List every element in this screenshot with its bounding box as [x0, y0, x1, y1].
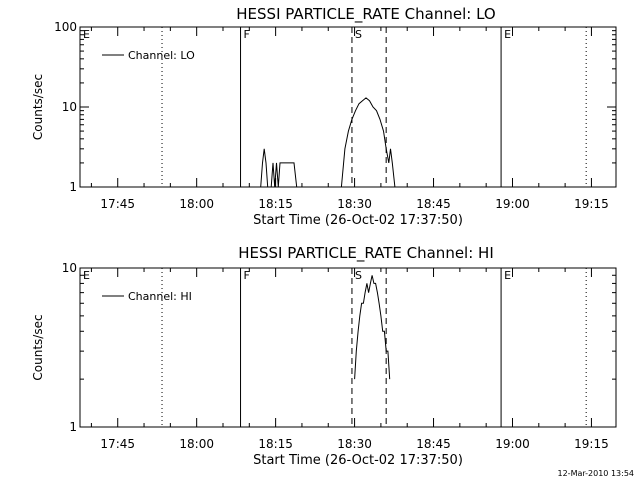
x-tick-label: 18:00 — [179, 197, 214, 211]
footer-timestamp: 12-Mar-2010 13:54 — [557, 469, 635, 478]
x-tick-label: 18:45 — [416, 197, 451, 211]
y-minor-ticks — [80, 30, 616, 164]
x-tick-label: 18:30 — [337, 437, 372, 451]
x-axis-label: Start Time (26-Oct-02 17:37:50) — [253, 453, 463, 468]
y-minor-ticks — [80, 274, 616, 380]
event-marker-label: S — [355, 28, 362, 41]
x-tick-label: 17:45 — [100, 197, 135, 211]
event-marker-label: S — [355, 269, 362, 282]
x-tick-label: 18:30 — [337, 197, 372, 211]
chart-panel-hi: HESSI PARTICLE_RATE Channel: HI 1 10 17:45 1… — [31, 244, 617, 468]
x-tick-label: 19:00 — [495, 197, 530, 211]
x-tick-label: 19:15 — [574, 197, 609, 211]
x-tick-label: 17:45 — [100, 437, 135, 451]
event-marker-label: F — [244, 269, 250, 282]
x-tick-label: 18:15 — [258, 197, 293, 211]
x-tick-label: 18:45 — [416, 437, 451, 451]
y-tick-label: 1 — [69, 180, 77, 194]
y-tick-label: 10 — [62, 100, 77, 114]
event-marker-label: E — [504, 269, 511, 282]
event-marker-label: E — [83, 269, 90, 282]
y-tick-label: 10 — [62, 261, 77, 275]
x-tick-label: 18:15 — [258, 437, 293, 451]
event-marker-label: E — [83, 28, 90, 41]
event-marker-label: F — [244, 28, 250, 41]
chart-title: HESSI PARTICLE_RATE Channel: HI — [238, 244, 494, 263]
chart-panel-lo: HESSI PARTICLE_RATE Channel: LO 1 10 100 17:… — [31, 5, 617, 228]
y-tick-label: 1 — [69, 420, 77, 434]
series-line — [260, 97, 396, 188]
x-tick-label: 19:00 — [495, 437, 530, 451]
x-tick-label: 19:15 — [574, 437, 609, 451]
x-tick-label: 18:00 — [179, 437, 214, 451]
plot-frame — [79, 267, 617, 428]
y-tick-label: 100 — [54, 20, 77, 34]
y-axis-label: Counts/sec — [31, 74, 45, 140]
y-axis-label: Counts/sec — [31, 314, 45, 380]
legend-entry: Channel: HI — [128, 290, 192, 303]
x-axis-label: Start Time (26-Oct-02 17:37:50) — [253, 213, 463, 228]
event-marker-label: E — [504, 28, 511, 41]
legend-entry: Channel: LO — [128, 49, 195, 62]
chart-title: HESSI PARTICLE_RATE Channel: LO — [236, 5, 495, 24]
series-line — [354, 275, 391, 380]
